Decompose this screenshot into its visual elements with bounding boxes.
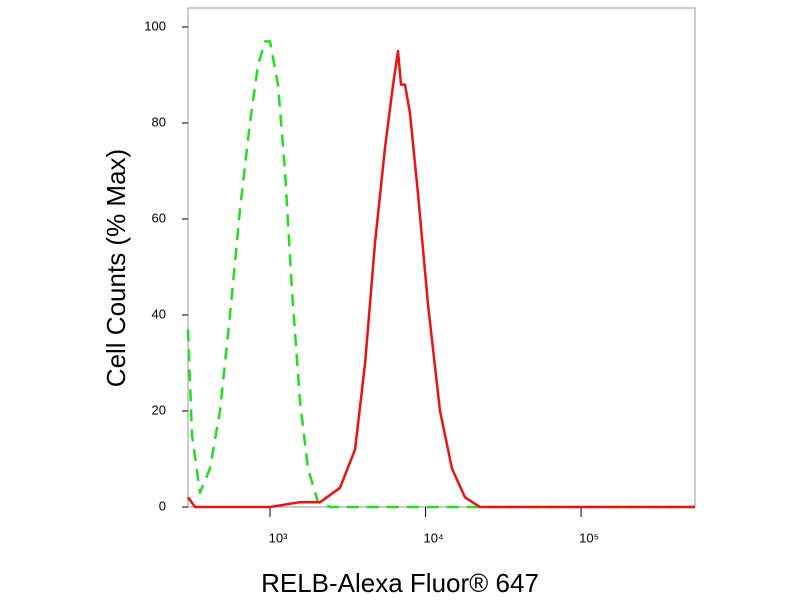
x-axis-label: RELB-Alexa Fluor® 647 — [261, 568, 539, 598]
plot-frame — [187, 7, 696, 508]
y-tick-label: 100 — [144, 18, 166, 33]
y-tick-label: 60 — [152, 210, 166, 225]
y-tick-label: 80 — [152, 114, 166, 129]
y-tick-label: 20 — [152, 402, 166, 417]
x-tick-label: 10⁴ — [424, 530, 444, 545]
y-tick-label: 40 — [152, 306, 166, 321]
x-tick-label: 10³ — [269, 530, 288, 545]
x-tick-label: 10⁵ — [579, 530, 599, 545]
y-tick-label: 0 — [159, 498, 166, 513]
histogram-line — [186, 40, 695, 509]
y-axis-label: Cell Counts (% Max) — [101, 149, 131, 387]
histogram-line — [186, 49, 695, 509]
